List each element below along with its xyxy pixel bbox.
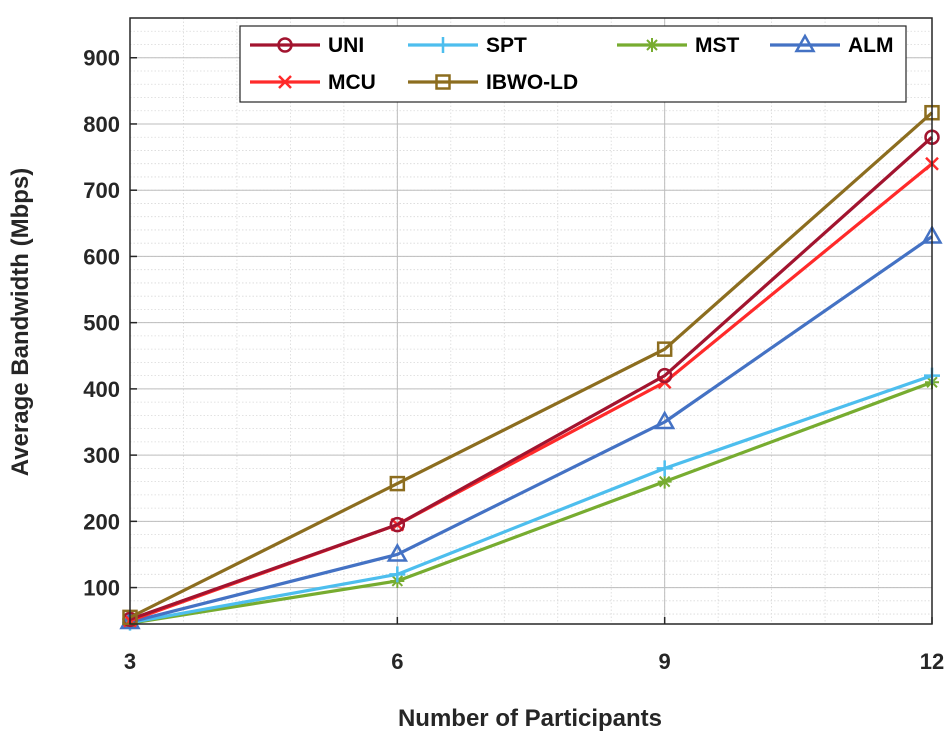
data-point-alm (386, 542, 408, 562)
y-tick-label: 500 (83, 311, 120, 336)
legend-entry-uni: UNI (250, 34, 364, 57)
legend-marker-uni (277, 37, 293, 53)
legend-marker-mcu (278, 75, 292, 89)
legend-label-ibwo-ld: IBWO-LD (486, 71, 578, 94)
legend-box (239, 25, 907, 103)
series-line-mst (129, 380, 933, 625)
y-axis-label: Average Bandwidth (Mbps) (7, 168, 34, 476)
legend-label-uni: UNI (328, 34, 364, 57)
series-alm (119, 225, 943, 630)
x-tick-label: 12 (920, 649, 944, 674)
legend-label-spt: SPT (486, 34, 527, 57)
legend: UNI SPT MST ALM MCU IBWO-LD (239, 25, 907, 103)
legend-entry-ibwo-ld: IBWO-LD (408, 71, 578, 94)
y-axis-ticks: 100 200 300 400 500 600 700 800 900 (83, 46, 137, 601)
data-point-uni (389, 516, 406, 533)
legend-entry-mst: MST (617, 34, 740, 57)
y-tick-label: 700 (83, 178, 120, 203)
x-tick-label: 6 (391, 649, 403, 674)
series-line-uni (129, 136, 934, 621)
series-layer (119, 104, 943, 631)
y-tick-label: 100 (83, 576, 120, 601)
legend-marker-mst (645, 38, 659, 52)
y-tick-label: 200 (83, 509, 120, 534)
data-point-alm (654, 410, 676, 430)
y-tick-label: 300 (83, 443, 120, 468)
series-uni (122, 129, 940, 628)
x-tick-label: 9 (659, 649, 671, 674)
legend-marker-ibwo-ld (435, 74, 451, 90)
legend-marker-alm (794, 33, 816, 53)
data-point-spt (389, 566, 406, 583)
y-tick-label: 900 (83, 46, 120, 71)
legend-entry-spt: SPT (408, 34, 527, 57)
data-point-spt (656, 460, 673, 477)
series-line-alm (129, 235, 933, 624)
data-point-ibwo-ld (389, 475, 406, 492)
series-line-mcu (129, 162, 934, 623)
x-axis-ticks: 3 6 9 12 (124, 617, 944, 674)
y-tick-label: 400 (83, 377, 120, 402)
legend-entry-mcu: MCU (250, 71, 376, 94)
x-axis-label: Number of Participants (398, 705, 662, 732)
legend-label-mcu: MCU (328, 71, 376, 94)
data-point-uni (656, 367, 673, 384)
series-spt (122, 367, 940, 631)
series-line-ibwo-ld (129, 111, 934, 619)
data-point-ibwo-ld (656, 341, 673, 357)
y-tick-label: 600 (83, 244, 120, 269)
series-line-spt (129, 374, 933, 625)
series-mcu (123, 156, 939, 628)
legend-marker-spt (435, 37, 451, 53)
y-tick-label: 800 (83, 112, 120, 137)
data-point-mst (657, 474, 672, 489)
x-tick-label: 3 (124, 649, 136, 674)
legend-label-alm: ALM (848, 34, 894, 57)
series-ibwo-ld (122, 104, 940, 626)
plot-frame (129, 17, 933, 625)
legend-label-mst: MST (695, 34, 740, 57)
legend-entry-alm: ALM (770, 33, 894, 57)
